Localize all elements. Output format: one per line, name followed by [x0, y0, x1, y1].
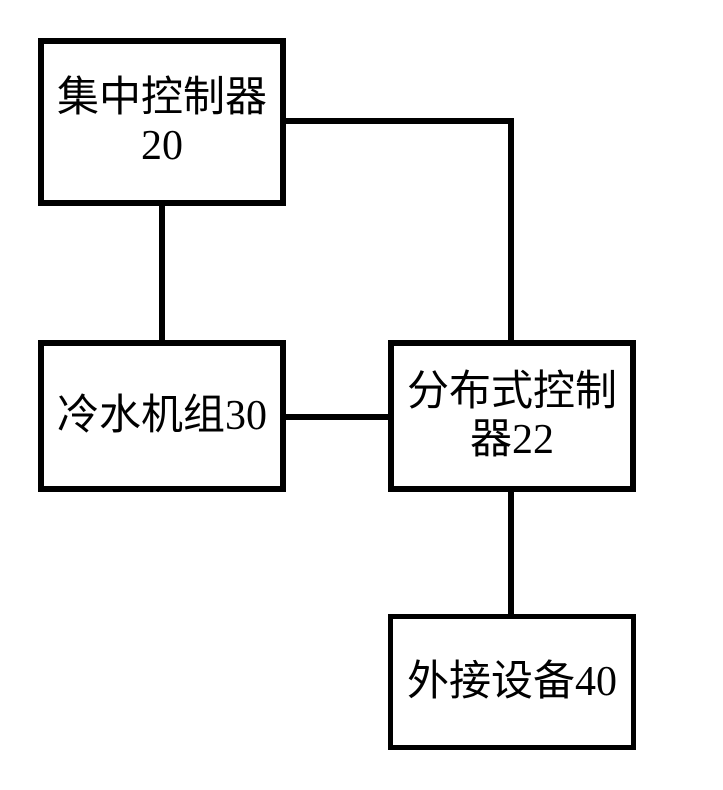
connector-segment: [508, 492, 514, 616]
node-distributed-controller: 分布式控制 器22: [388, 340, 636, 492]
node-label: 冷水机组30: [57, 392, 267, 440]
label-line1: 集中控制器: [57, 75, 267, 121]
node-label: 集中控制器 20: [57, 74, 267, 171]
connector-segment: [159, 206, 165, 342]
node-chiller-unit: 冷水机组30: [38, 340, 286, 492]
node-label: 分布式控制 器22: [407, 368, 617, 465]
label-line1: 分布式控制: [407, 369, 617, 415]
node-external-device: 外接设备40: [388, 614, 636, 750]
connector-segment: [508, 118, 514, 342]
connector-segment: [286, 118, 512, 124]
node-centralized-controller: 集中控制器 20: [38, 38, 286, 206]
label-line2: 20: [141, 123, 183, 169]
label-line2: 器22: [470, 417, 554, 463]
node-label: 外接设备40: [407, 658, 617, 706]
connector-segment: [286, 414, 390, 420]
